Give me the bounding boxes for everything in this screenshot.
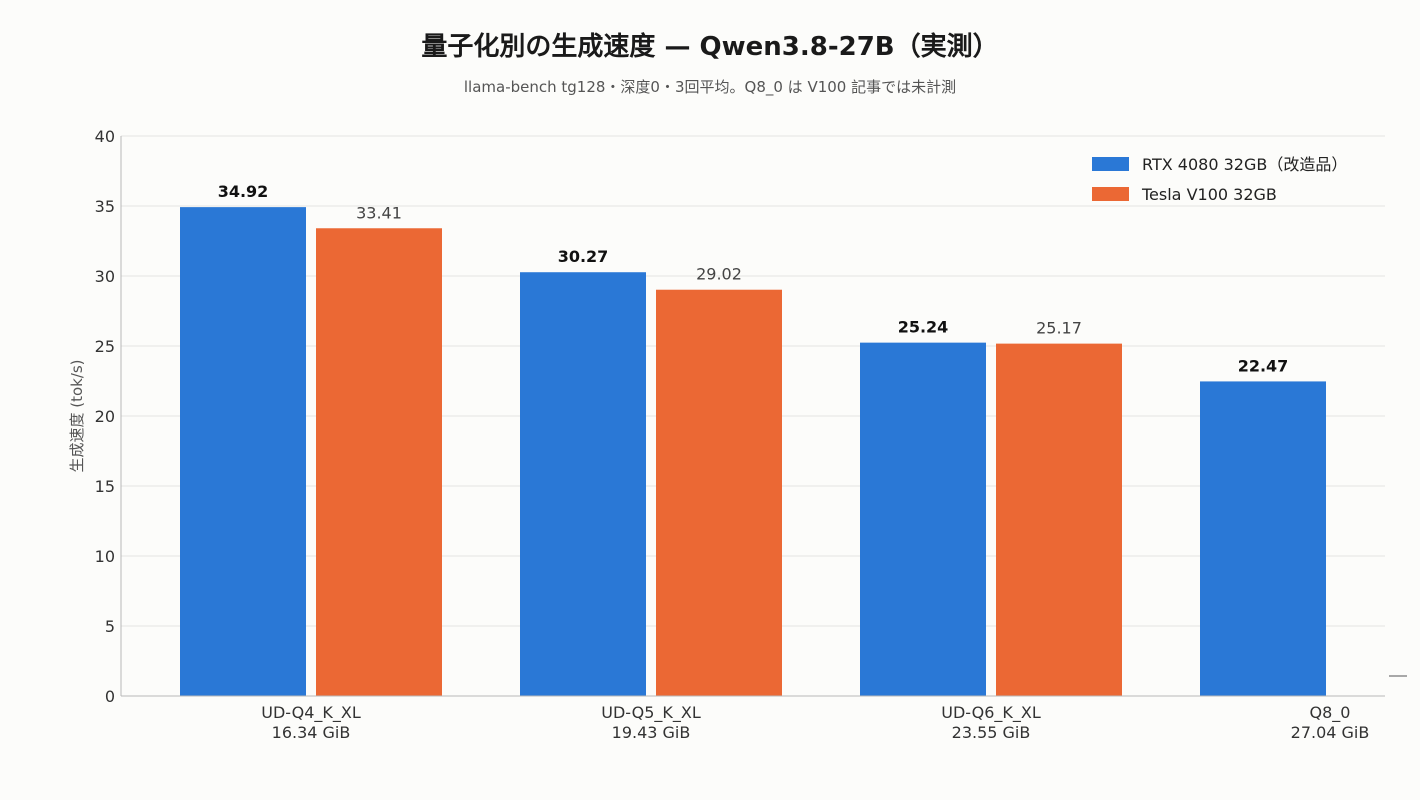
x-tick-sublabel: 19.43 GiB [612,723,691,742]
chart-subtitle: llama-bench tg128・深度0・3回平均。Q8_0 は V100 記… [464,78,956,97]
bar-series-0 [1200,381,1326,696]
data-label: 30.27 [558,247,609,266]
y-axis-label: 生成速度 (tok/s) [68,359,86,472]
bar-series-1 [316,228,442,696]
bar-series-0 [520,272,646,696]
y-tick-label: 0 [105,687,115,706]
data-label: 25.17 [1036,319,1082,338]
x-tick-label: UD-Q5_K_XL [601,703,701,723]
bars-layer: 34.92 33.41 30.27 29.02 25.24 25.17 22.47 [180,182,1326,696]
chart-title: 量子化別の生成速度 — Qwen3.8-27B（実測） [421,31,998,62]
y-tick-label: 5 [105,617,115,636]
x-tick-sublabel: 16.34 GiB [272,723,351,742]
legend-label: Tesla V100 32GB [1141,185,1277,204]
bar-series-0 [860,342,986,696]
legend: RTX 4080 32GB（改造品） Tesla V100 32GB [1092,155,1347,204]
legend-swatch [1092,157,1129,171]
y-tick-label: 20 [95,407,115,426]
y-tick-label: 30 [95,267,115,286]
y-tick-label: 35 [95,197,115,216]
x-tick-label: UD-Q6_K_XL [941,703,1041,723]
y-tick-label: 25 [95,337,115,356]
data-label: 25.24 [898,318,949,337]
data-label: 29.02 [696,265,742,284]
data-label: 33.41 [356,203,402,222]
bar-series-0 [180,207,306,696]
data-label: 22.47 [1238,356,1289,375]
y-tick-label: 10 [95,547,115,566]
legend-swatch [1092,187,1129,201]
bar-series-1 [996,343,1122,696]
x-tick-sublabel: 23.55 GiB [952,723,1031,742]
x-tick-label: Q8_0 [1310,703,1351,723]
y-tick-label: 15 [95,477,115,496]
data-label: 34.92 [218,182,269,201]
x-tick-sublabel: 27.04 GiB [1291,723,1370,742]
bar-series-1 [656,289,782,696]
x-tick-label: UD-Q4_K_XL [261,703,361,723]
legend-label: RTX 4080 32GB（改造品） [1142,155,1347,174]
y-tick-label: 40 [95,127,115,146]
